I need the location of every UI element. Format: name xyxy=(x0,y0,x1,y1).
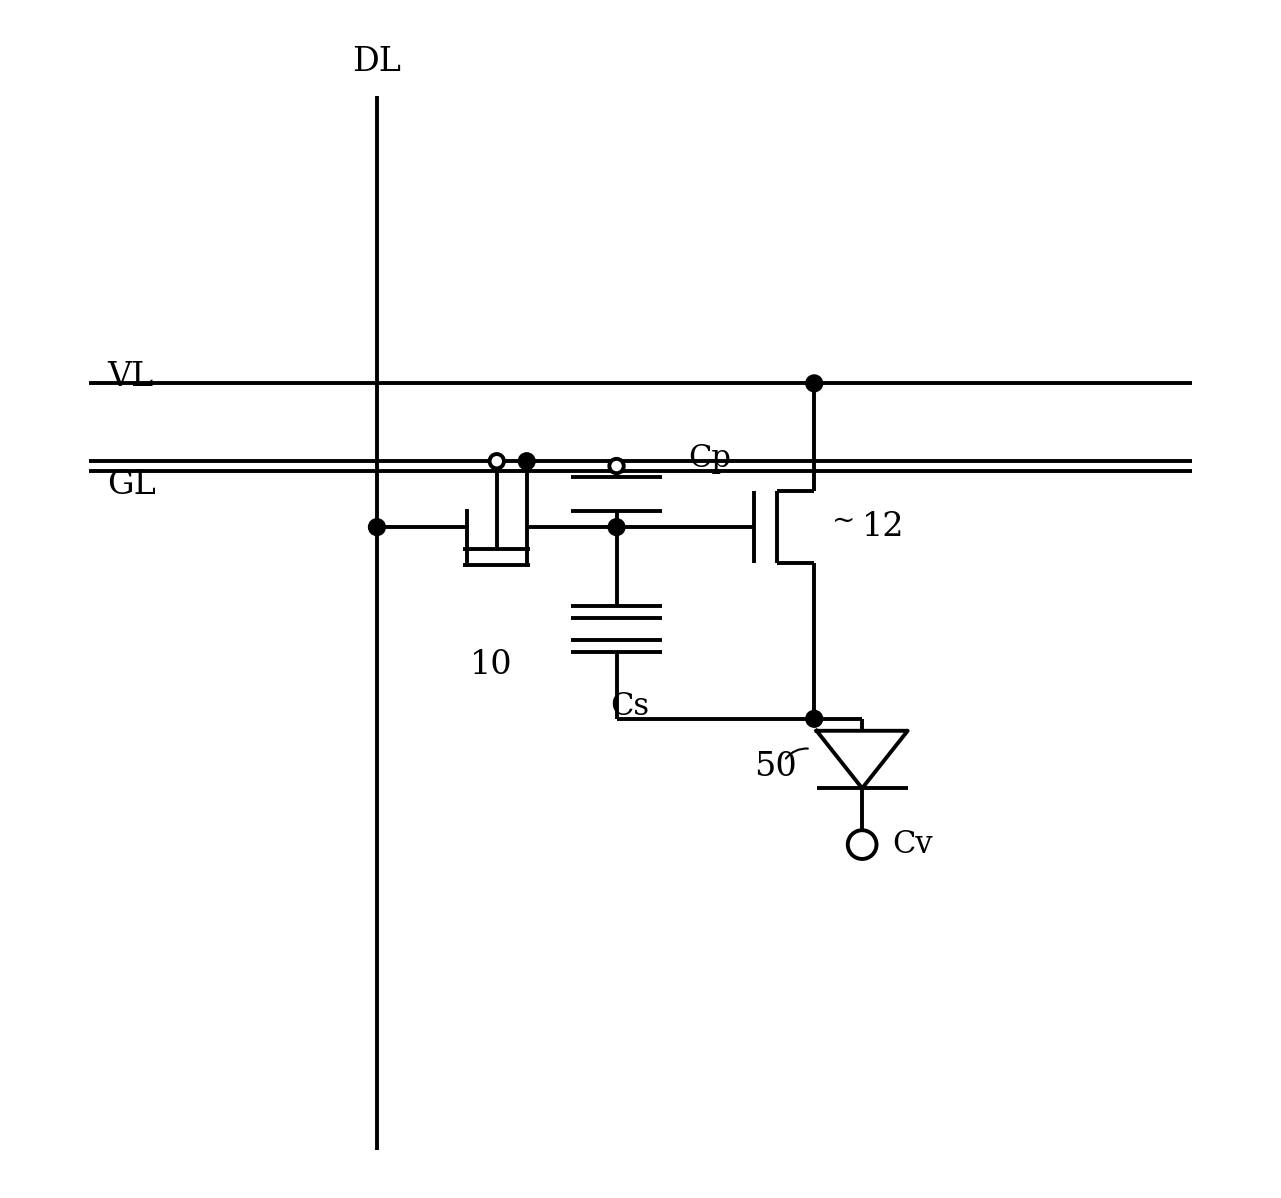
Circle shape xyxy=(610,459,624,473)
Text: 12: 12 xyxy=(862,512,904,543)
Circle shape xyxy=(608,519,625,536)
Circle shape xyxy=(806,375,822,392)
Circle shape xyxy=(848,830,876,859)
Text: GL: GL xyxy=(108,470,156,501)
Text: 10: 10 xyxy=(469,649,512,680)
Text: Cs: Cs xyxy=(611,691,649,722)
Text: 50: 50 xyxy=(755,751,797,782)
Text: Cv: Cv xyxy=(892,829,933,860)
Circle shape xyxy=(519,453,535,470)
Text: ~: ~ xyxy=(833,508,856,534)
Circle shape xyxy=(806,710,822,727)
Circle shape xyxy=(489,454,503,468)
Text: Cp: Cp xyxy=(688,443,731,473)
Text: VL: VL xyxy=(108,362,154,393)
Circle shape xyxy=(369,519,386,536)
Text: DL: DL xyxy=(352,46,401,78)
